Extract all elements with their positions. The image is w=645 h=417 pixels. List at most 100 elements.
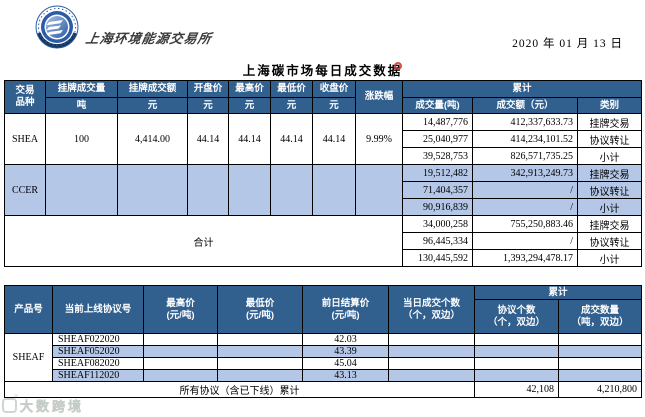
exchange-logo-icon bbox=[35, 5, 79, 49]
col-header-cumulative: 累计 bbox=[402, 80, 642, 98]
cell-footer-cum-qty: 4,210,800 bbox=[557, 381, 643, 398]
cell-shea-cum-amount: 414,234,101.52 bbox=[472, 130, 578, 148]
col-unit-high: 元 bbox=[228, 97, 271, 114]
cell-ccer-cum-amount: / bbox=[472, 181, 578, 199]
col-header-low-price: 最低价 (元/吨) bbox=[217, 285, 303, 334]
cell-ccer-amount-empty bbox=[117, 164, 188, 216]
cell-ccer-cum-type: 挂牌交易 bbox=[577, 164, 642, 182]
col-header-agreement-no: 当前上线协议号 bbox=[52, 285, 144, 334]
col-header-cum-volume: 成交量(吨) bbox=[402, 97, 473, 114]
cell-total-cum-volume: 96,445,334 bbox=[402, 232, 473, 250]
cell-shea-open: 44.14 bbox=[187, 113, 229, 165]
cell-prev-settle: 43.39 bbox=[302, 345, 389, 358]
cell-daily-count-empty bbox=[388, 333, 475, 346]
cell-shea-cum-volume: 14,487,776 bbox=[402, 113, 473, 131]
col-header-change: 涨跌幅 bbox=[355, 80, 403, 114]
cell-shea-cum-amount: 826,571,735.25 bbox=[472, 147, 578, 165]
cell-product-ccer: CCER bbox=[4, 164, 46, 216]
cell-cum-qty-empty bbox=[557, 333, 643, 346]
cell-shea-cum-type: 协议转让 bbox=[577, 130, 642, 148]
col-header-cumulative2: 累计 bbox=[473, 285, 643, 300]
col-header-cum-qty: 成交数量 （吨，双边） bbox=[557, 299, 643, 334]
cell-shea-close: 44.14 bbox=[312, 113, 356, 165]
cell-ccer-low-empty bbox=[270, 164, 313, 216]
col-header-listed-amount: 挂牌成交额 bbox=[117, 80, 188, 98]
col-header-cum-count: 协议个数 （个，双边） bbox=[474, 299, 559, 334]
cell-shea-cum-volume: 25,040,977 bbox=[402, 130, 473, 148]
cell-high-empty bbox=[143, 357, 218, 370]
col-header-prev-settle: 前日结算价 (元/吨) bbox=[302, 285, 389, 334]
cell-total-label: 合计 bbox=[4, 215, 403, 267]
watermark-logo-icon bbox=[2, 393, 18, 413]
cell-cum-qty-empty bbox=[557, 357, 643, 370]
col-header-listed-volume: 挂牌成交量 bbox=[45, 80, 118, 98]
cell-agreement-no: SHEAF082020 bbox=[52, 357, 144, 370]
col-header-cum-amount: 成交额（元） bbox=[472, 97, 578, 114]
cell-product-sheaf: SHEAF bbox=[4, 333, 53, 382]
red-seal-mark bbox=[394, 62, 402, 70]
cell-shea-low: 44.14 bbox=[270, 113, 313, 165]
agreement-table: 产品号 当前上线协议号 最高价 (元/吨) 最低价 (元/吨) 前日结算价 (元/吨)… bbox=[4, 285, 643, 398]
cell-agreement-no: SHEAF052020 bbox=[52, 345, 144, 358]
cell-shea-volume: 100 bbox=[45, 113, 118, 165]
cell-cum-qty-empty bbox=[557, 369, 643, 382]
cell-ccer-cum-volume: 19,512,482 bbox=[402, 164, 473, 182]
col-unit-close: 元 bbox=[312, 97, 356, 114]
cell-ccer-volume-empty bbox=[45, 164, 118, 216]
cell-shea-high: 44.14 bbox=[228, 113, 271, 165]
cell-total-cum-volume: 130,445,592 bbox=[402, 249, 473, 267]
col-unit-open: 元 bbox=[187, 97, 229, 114]
report-date: 2020 年 01 月 13 日 bbox=[512, 38, 623, 50]
cell-total-cum-type: 协议转让 bbox=[577, 232, 642, 250]
cell-shea-cum-volume: 39,528,753 bbox=[402, 147, 473, 165]
col-header-close: 收盘价 bbox=[312, 80, 356, 98]
cell-low-empty bbox=[217, 369, 303, 382]
cell-high-empty bbox=[143, 345, 218, 358]
cell-high-empty bbox=[143, 333, 218, 346]
cell-ccer-cum-amount: / bbox=[472, 198, 578, 216]
cell-low-empty bbox=[217, 333, 303, 346]
cell-footer-label: 所有协议（含已下线）累计 bbox=[4, 381, 475, 398]
cell-total-cum-type: 小计 bbox=[577, 249, 642, 267]
cell-ccer-cum-volume: 90,916,839 bbox=[402, 198, 473, 216]
watermark-text: 大数跨境 bbox=[20, 399, 85, 415]
cell-prev-settle: 43.13 bbox=[302, 369, 389, 382]
daily-trade-table: 交易 品种 挂牌成交量 挂牌成交额 开盘价 最高价 最低价 收盘价 涨跌幅 累计 … bbox=[4, 80, 642, 267]
cell-ccer-close-empty bbox=[312, 164, 356, 216]
cell-shea-amount: 4,414.00 bbox=[117, 113, 188, 165]
cell-ccer-open-empty bbox=[187, 164, 229, 216]
col-unit-amount: 元 bbox=[117, 97, 188, 114]
col-header-cum-type: 类别 bbox=[577, 97, 642, 114]
col-header-daily-count: 当日成交个数 （个，双边） bbox=[388, 285, 475, 334]
cell-prev-settle: 45.04 bbox=[302, 357, 389, 370]
cell-ccer-high-empty bbox=[228, 164, 271, 216]
col-header-low: 最低价 bbox=[270, 80, 313, 98]
cell-prev-settle: 42.03 bbox=[302, 333, 389, 346]
cell-cum-qty-empty bbox=[557, 345, 643, 358]
cell-ccer-change-empty bbox=[355, 164, 403, 216]
cell-cum-count-empty bbox=[474, 345, 559, 358]
cell-footer-cum-count: 42,108 bbox=[474, 381, 559, 398]
cell-agreement-no: SHEAF022020 bbox=[52, 333, 144, 346]
cell-shea-cum-type: 挂牌交易 bbox=[577, 113, 642, 131]
cell-total-cum-volume: 34,000,258 bbox=[402, 215, 473, 233]
watermark: 大数跨境 bbox=[2, 393, 85, 415]
cell-high-empty bbox=[143, 369, 218, 382]
cell-agreement-no: SHEAF112020 bbox=[52, 369, 144, 382]
col-header-product-no: 产品号 bbox=[4, 285, 53, 334]
cell-low-empty bbox=[217, 345, 303, 358]
cell-total-cum-amount: 755,250,883.46 bbox=[472, 215, 578, 233]
cell-ccer-cum-amount: 342,913,249.73 bbox=[472, 164, 578, 182]
report-title: 上海碳市场每日成交数据 bbox=[242, 64, 403, 78]
col-unit-volume: 吨 bbox=[45, 97, 118, 114]
col-header-high-price: 最高价 (元/吨) bbox=[143, 285, 218, 334]
cell-low-empty bbox=[217, 357, 303, 370]
col-header-open: 开盘价 bbox=[187, 80, 229, 98]
cell-cum-count-empty bbox=[474, 357, 559, 370]
cell-shea-cum-amount: 412,337,633.73 bbox=[472, 113, 578, 131]
cell-total-cum-amount: / bbox=[472, 232, 578, 250]
cell-cum-count-empty bbox=[474, 369, 559, 382]
cell-daily-count-empty bbox=[388, 357, 475, 370]
cell-ccer-cum-type: 协议转让 bbox=[577, 181, 642, 199]
